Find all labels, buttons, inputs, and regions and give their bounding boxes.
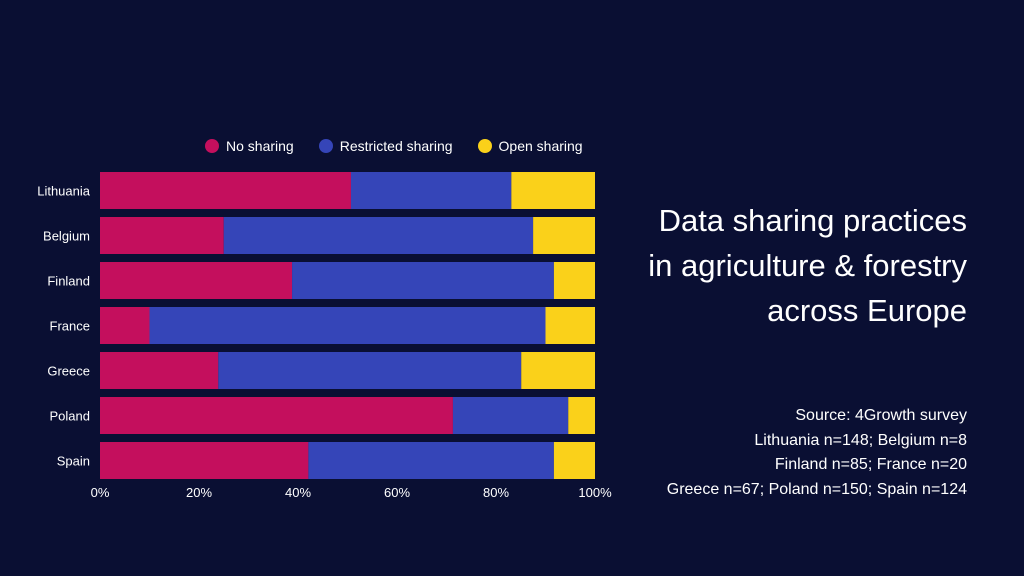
x-tick-label-3: 60% bbox=[384, 485, 410, 500]
title-line-3: across Europe bbox=[767, 293, 967, 328]
bar-lithuania-restricted-sharing bbox=[350, 172, 512, 209]
legend-swatch-open-sharing bbox=[477, 139, 492, 153]
bar-lithuania-open-sharing bbox=[511, 172, 595, 209]
bar-poland-no-sharing bbox=[100, 397, 453, 434]
legend-item-no-sharing: No sharing bbox=[205, 138, 294, 154]
bar-poland-restricted-sharing bbox=[452, 397, 569, 434]
category-label-poland: Poland bbox=[50, 409, 90, 424]
title-line-1: Data sharing practices bbox=[658, 203, 967, 238]
source-line-4: Greece n=67; Poland n=150; Spain n=124 bbox=[666, 480, 967, 498]
category-label-finland: Finland bbox=[47, 274, 90, 289]
bar-spain-open-sharing bbox=[553, 442, 595, 479]
bar-greece-restricted-sharing bbox=[218, 352, 522, 389]
legend-item-restricted-sharing: Restricted sharing bbox=[318, 138, 453, 154]
chart-legend: No sharing Restricted sharing Open shari… bbox=[205, 138, 608, 154]
bar-greece-no-sharing bbox=[100, 352, 219, 389]
category-label-greece: Greece bbox=[47, 364, 90, 379]
stacked-bar-chart: Lithuania Belgium Finland France Greece Polan… bbox=[37, 172, 612, 500]
category-label-lithuania: Lithuania bbox=[37, 184, 91, 199]
x-tick-label-4: 80% bbox=[483, 485, 509, 500]
bar-greece-open-sharing bbox=[521, 352, 595, 389]
source-note: Source: 4Growth survey Lithuania n=148; … bbox=[547, 404, 967, 502]
category-label-belgium: Belgium bbox=[43, 229, 90, 244]
x-tick-label-5: 100% bbox=[578, 485, 612, 500]
bar-finland-open-sharing bbox=[553, 262, 595, 299]
bar-finland-restricted-sharing bbox=[292, 262, 554, 299]
bar-france-restricted-sharing bbox=[149, 307, 546, 344]
legend-swatch-restricted-sharing bbox=[318, 139, 333, 153]
bar-france-open-sharing bbox=[545, 307, 595, 344]
source-line-1: Source: 4Growth survey bbox=[795, 407, 967, 424]
bar-finland-no-sharing bbox=[100, 262, 293, 299]
bar-france-no-sharing bbox=[100, 307, 150, 344]
title-line-2: in agriculture & forestry bbox=[648, 248, 967, 283]
source-line-2: Lithuania n=148; Belgium n=8 bbox=[754, 431, 967, 449]
bar-belgium-no-sharing bbox=[100, 217, 224, 254]
bar-belgium-restricted-sharing bbox=[223, 217, 534, 254]
source-line-3: Finland n=85; France n=20 bbox=[774, 456, 967, 473]
x-tick-label-2: 40% bbox=[285, 485, 311, 500]
legend-label-restricted-sharing: Restricted sharing bbox=[339, 138, 453, 154]
legend-item-open-sharing: Open sharing bbox=[477, 138, 583, 154]
category-label-spain: Spain bbox=[57, 454, 90, 469]
bar-poland-open-sharing bbox=[568, 397, 595, 434]
legend-label-no-sharing: No sharing bbox=[226, 138, 294, 154]
bar-lithuania-no-sharing bbox=[100, 172, 351, 209]
bar-belgium-open-sharing bbox=[533, 217, 595, 254]
x-tick-label-1: 20% bbox=[186, 485, 212, 500]
chart-title: Data sharing practices in agriculture & … bbox=[547, 198, 967, 333]
legend-label-open-sharing: Open sharing bbox=[498, 138, 583, 154]
bar-spain-no-sharing bbox=[100, 442, 309, 479]
x-tick-label-0: 0% bbox=[91, 485, 110, 500]
bar-spain-restricted-sharing bbox=[308, 442, 554, 479]
legend-swatch-no-sharing bbox=[205, 139, 219, 153]
category-label-france: France bbox=[50, 319, 90, 334]
